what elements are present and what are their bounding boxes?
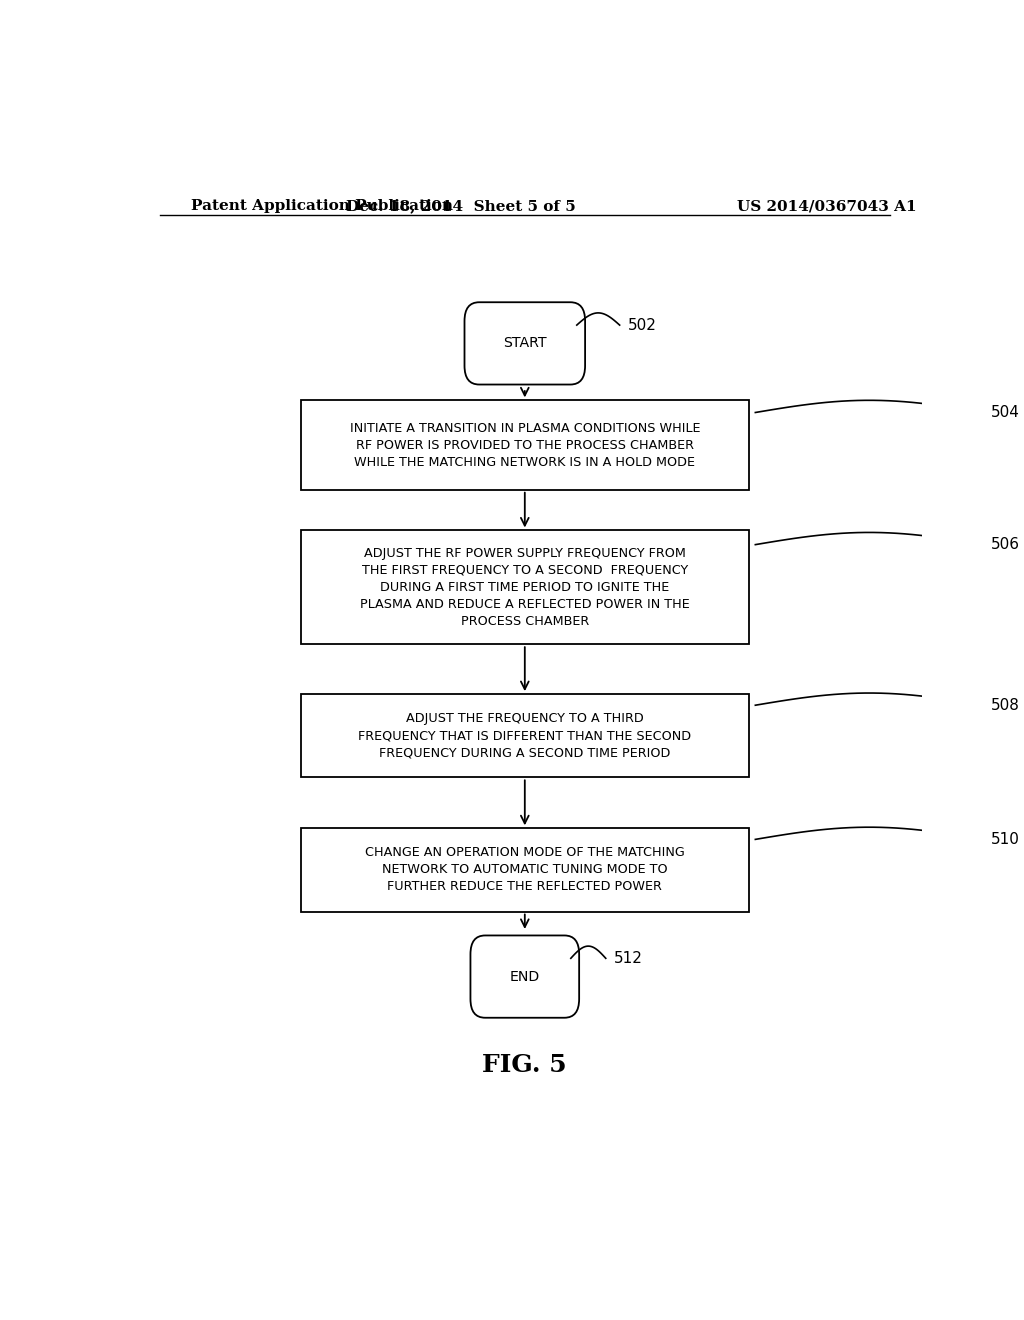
- Text: FIG. 5: FIG. 5: [482, 1053, 567, 1077]
- FancyBboxPatch shape: [301, 694, 749, 777]
- Text: 510: 510: [991, 832, 1020, 847]
- FancyBboxPatch shape: [301, 828, 749, 912]
- Text: 502: 502: [628, 318, 656, 333]
- FancyBboxPatch shape: [301, 531, 749, 644]
- Text: 512: 512: [613, 950, 642, 966]
- FancyBboxPatch shape: [465, 302, 585, 384]
- Text: ADJUST THE FREQUENCY TO A THIRD
FREQUENCY THAT IS DIFFERENT THAN THE SECOND
FREQ: ADJUST THE FREQUENCY TO A THIRD FREQUENC…: [358, 713, 691, 759]
- FancyBboxPatch shape: [301, 400, 749, 490]
- Text: INITIATE A TRANSITION IN PLASMA CONDITIONS WHILE
RF POWER IS PROVIDED TO THE PRO: INITIATE A TRANSITION IN PLASMA CONDITIO…: [349, 421, 700, 469]
- Text: END: END: [510, 970, 540, 983]
- Text: CHANGE AN OPERATION MODE OF THE MATCHING
NETWORK TO AUTOMATIC TUNING MODE TO
FUR: CHANGE AN OPERATION MODE OF THE MATCHING…: [365, 846, 685, 894]
- FancyBboxPatch shape: [470, 936, 580, 1018]
- Text: 504: 504: [991, 405, 1020, 420]
- Text: 506: 506: [991, 537, 1020, 552]
- Text: Patent Application Publication: Patent Application Publication: [191, 199, 454, 213]
- Text: ADJUST THE RF POWER SUPPLY FREQUENCY FROM
THE FIRST FREQUENCY TO A SECOND  FREQU: ADJUST THE RF POWER SUPPLY FREQUENCY FRO…: [359, 546, 690, 628]
- Text: Dec. 18, 2014  Sheet 5 of 5: Dec. 18, 2014 Sheet 5 of 5: [346, 199, 577, 213]
- Text: US 2014/0367043 A1: US 2014/0367043 A1: [736, 199, 916, 213]
- Text: START: START: [503, 337, 547, 350]
- Text: 508: 508: [991, 698, 1020, 713]
